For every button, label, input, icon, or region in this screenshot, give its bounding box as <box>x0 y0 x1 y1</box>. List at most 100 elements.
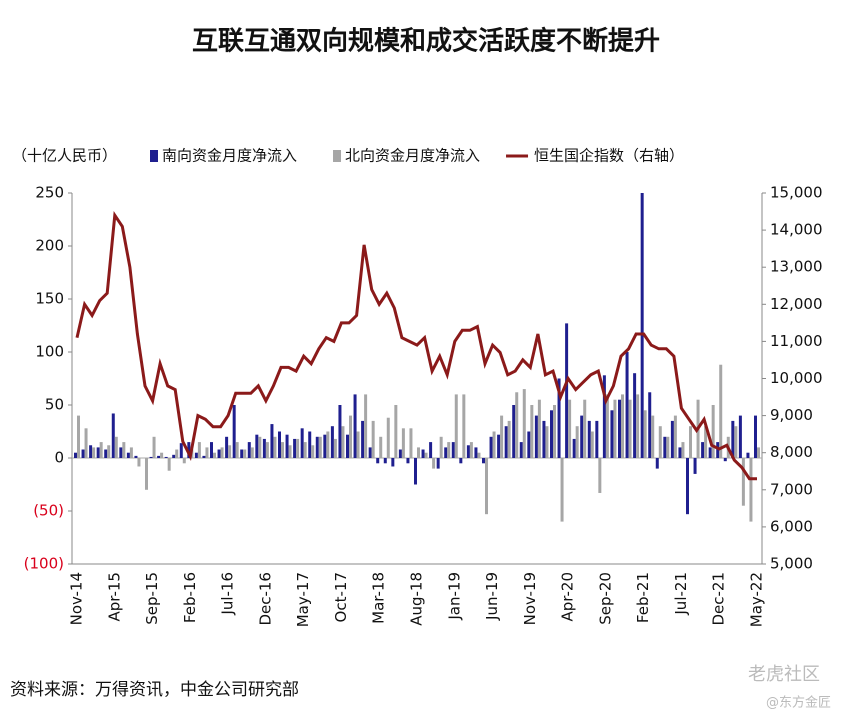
bar <box>417 447 420 458</box>
bar <box>104 449 108 458</box>
bar <box>424 452 428 458</box>
bar <box>469 442 473 458</box>
y-axis-label: （十亿人民币） <box>12 147 117 165</box>
bar <box>409 428 413 458</box>
bar <box>447 442 451 458</box>
bar <box>444 447 448 458</box>
bar <box>353 394 357 458</box>
x-tick-label: May-22 <box>748 572 766 627</box>
bar <box>628 399 632 458</box>
bar <box>270 424 274 458</box>
bar <box>670 420 674 458</box>
x-tick-label: Oct-17 <box>332 572 350 622</box>
legend-label: 南向资金月度净流入 <box>162 147 297 165</box>
bar <box>568 399 572 458</box>
bar <box>550 410 553 458</box>
y2-tick-label: 8,000 <box>770 443 813 461</box>
bar <box>462 394 466 458</box>
bar <box>164 456 168 458</box>
bar <box>285 434 289 458</box>
bar <box>160 452 164 458</box>
x-tick-label: Aug-18 <box>408 572 426 626</box>
bar <box>338 405 342 458</box>
bar <box>421 449 425 458</box>
bar <box>734 426 738 458</box>
bar <box>719 364 723 458</box>
bar <box>663 436 667 458</box>
bar <box>84 428 88 458</box>
bar <box>749 458 753 522</box>
x-tick-label: Jun-19 <box>483 572 501 621</box>
bar <box>500 415 504 458</box>
bar <box>640 193 644 458</box>
bar <box>194 452 198 458</box>
bar <box>534 415 538 458</box>
watermark: 老虎社区 <box>748 664 820 685</box>
bar <box>376 458 380 464</box>
legend-swatch <box>333 150 342 162</box>
y2-tick-label: 11,000 <box>770 332 823 350</box>
bar <box>575 426 579 458</box>
bar <box>386 417 390 458</box>
bar <box>315 436 319 458</box>
bar <box>746 452 750 458</box>
bar <box>557 378 561 458</box>
y2-tick-label: 12,000 <box>770 295 823 313</box>
bar <box>217 449 221 458</box>
bar <box>356 431 360 458</box>
bar <box>152 436 156 458</box>
bar <box>255 434 259 458</box>
bar <box>701 442 705 458</box>
bar <box>414 458 417 485</box>
bar <box>432 458 436 469</box>
bar <box>545 426 549 458</box>
bar <box>565 323 569 458</box>
bar <box>708 447 712 458</box>
bar <box>613 399 617 458</box>
bar <box>666 436 670 458</box>
bar <box>187 442 191 458</box>
bar <box>451 442 455 458</box>
bar <box>326 431 330 458</box>
x-tick-label: Jan-19 <box>445 572 463 621</box>
bar <box>323 434 327 458</box>
bar <box>406 458 410 464</box>
y2-tick-label: 5,000 <box>770 555 813 573</box>
bar <box>723 458 727 462</box>
bar <box>273 436 277 458</box>
bar <box>205 447 209 458</box>
bar <box>92 447 96 458</box>
bar <box>122 442 126 458</box>
bar <box>681 442 685 458</box>
bar <box>537 399 541 458</box>
bar <box>175 449 179 458</box>
bar <box>240 449 244 458</box>
bar <box>293 438 297 458</box>
bar <box>278 431 281 458</box>
x-tick-label: Nov-14 <box>68 572 86 625</box>
bar <box>243 449 247 458</box>
bar <box>636 394 640 458</box>
bar <box>126 452 130 458</box>
bar <box>580 415 584 458</box>
bar <box>474 447 478 458</box>
bar <box>738 415 742 458</box>
y-tick-label: 50 <box>45 396 64 414</box>
x-tick-label: Mar-18 <box>370 572 388 624</box>
bar <box>482 458 485 464</box>
bar <box>341 426 345 458</box>
x-tick-label: May-17 <box>294 572 312 627</box>
bar <box>643 410 647 458</box>
bar <box>213 452 216 458</box>
bar <box>519 442 523 458</box>
bar <box>383 458 387 464</box>
x-tick-label: Sep-20 <box>596 572 614 625</box>
bar <box>137 458 141 467</box>
bar <box>466 445 470 458</box>
bar <box>296 438 300 458</box>
bar <box>530 405 534 458</box>
bar <box>308 431 312 458</box>
bar <box>182 458 186 464</box>
bar <box>210 442 213 458</box>
bar <box>96 447 100 458</box>
